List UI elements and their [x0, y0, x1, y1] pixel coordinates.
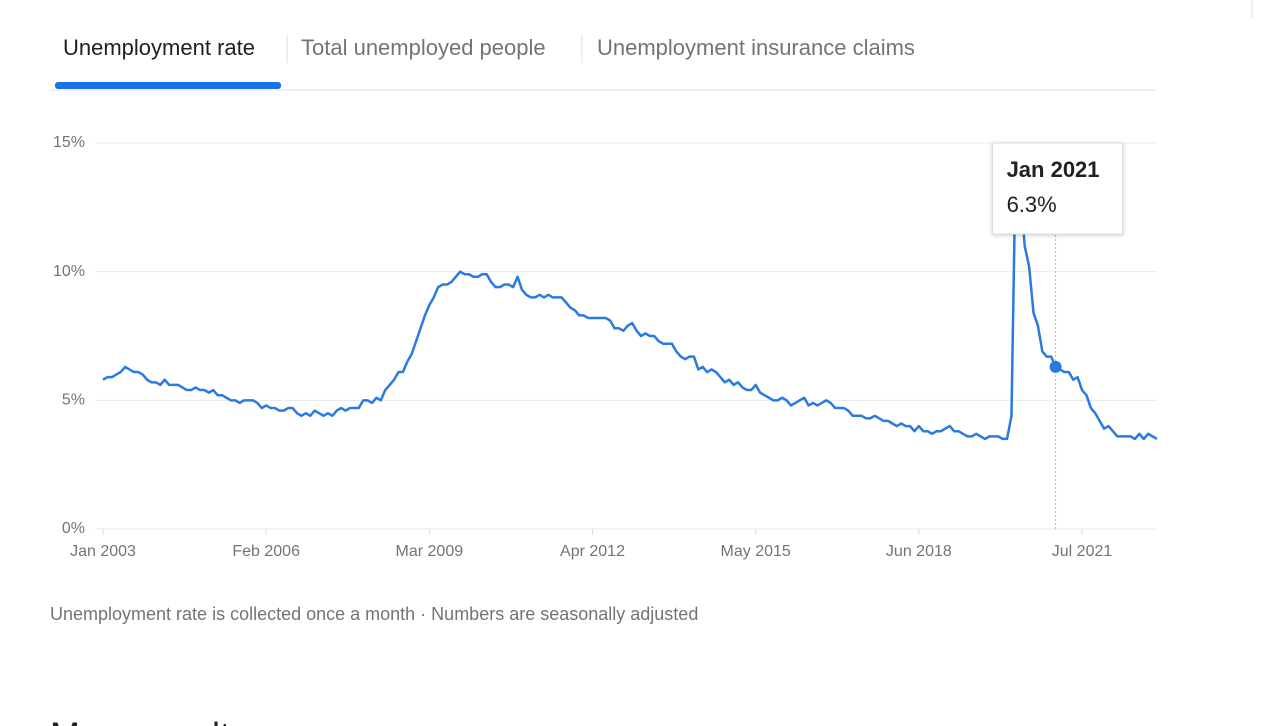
tab-indicator: [55, 82, 281, 89]
x-tick-label: Apr 2012: [560, 543, 625, 560]
x-tick-label: Feb 2006: [232, 543, 300, 560]
section-heading: More results: [50, 715, 248, 726]
hover-point: [1049, 360, 1062, 373]
y-tick-label: 0%: [62, 520, 85, 537]
y-tick-label: 15%: [53, 134, 85, 151]
tooltip-title: Jan 2021: [1007, 157, 1100, 182]
x-tick-label: Jul 2021: [1052, 543, 1113, 560]
x-tick-label: Jun 2018: [886, 543, 952, 560]
tab[interactable]: Unemployment insurance claims: [597, 35, 915, 60]
footnote: Unemployment rate is collected once a mo…: [50, 604, 698, 624]
tab[interactable]: Total unemployed people: [301, 35, 546, 60]
plot: 0% 5% 10% 15% Jan 2003 Feb 2006 Mar 2009 Apr 20…: [53, 134, 1158, 560]
tooltip-value: 6.3%: [1007, 192, 1057, 217]
y-tick-label: 10%: [53, 263, 85, 280]
x-tick-label: Jan 2003: [70, 543, 136, 560]
x-tick-label: May 2015: [721, 543, 791, 560]
line: [102, 146, 1158, 441]
tab-active[interactable]: Unemployment rate: [63, 35, 255, 60]
tooltip-box: [992, 142, 1124, 235]
x-tick-label: Mar 2009: [396, 543, 464, 560]
y-tick-label: 5%: [62, 392, 85, 409]
